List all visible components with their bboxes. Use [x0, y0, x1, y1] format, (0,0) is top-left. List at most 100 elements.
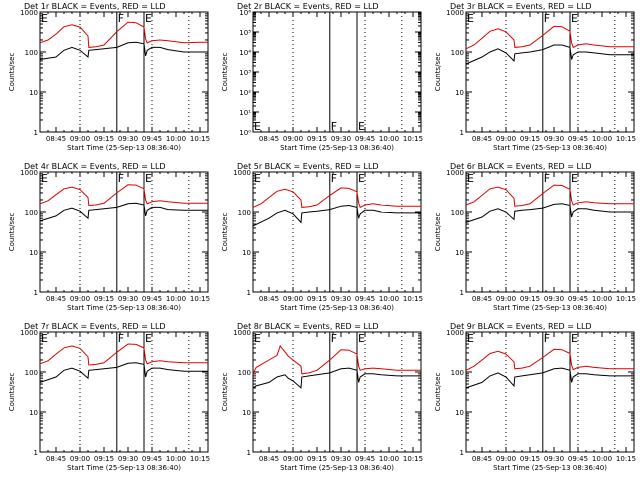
x-tick-label: 09:00: [70, 295, 90, 303]
y-tick-label: 100: [238, 369, 251, 377]
plot-frame: [465, 11, 635, 133]
x-tick-label: 09:45: [355, 455, 375, 463]
marker-label: E: [571, 172, 578, 185]
marker-label: F: [331, 172, 337, 185]
panel-title: Det 6r BLACK = Events, RED = LLD: [450, 162, 592, 171]
events-series-line: [465, 44, 634, 65]
y-axis-label: Counts/sec: [434, 213, 442, 252]
x-tick-label: 09:45: [568, 455, 588, 463]
lld-series-line: [39, 184, 208, 207]
x-tick-label: 10:15: [403, 135, 423, 143]
marker-label: E: [41, 332, 48, 345]
x-tick-label: 09:00: [496, 135, 516, 143]
y-tick-label: 10: [242, 409, 251, 417]
x-tick-label: 08:45: [472, 455, 492, 463]
x-tick-label: 09:45: [355, 295, 375, 303]
x-tick-label: 09:00: [496, 455, 516, 463]
plot-frame: [252, 331, 422, 453]
y-tick-label: 10³: [239, 69, 251, 77]
marker-label: F: [118, 172, 124, 185]
y-tick-label: 100: [25, 49, 38, 57]
x-axis-label: Start Time (25-Sep-13 08:36:40): [67, 144, 181, 152]
x-tick-label: 09:15: [94, 295, 114, 303]
x-axis-label: Start Time (25-Sep-13 08:36:40): [67, 464, 181, 472]
marker-label: E: [145, 12, 152, 25]
x-tick-label: 09:00: [70, 455, 90, 463]
y-tick-label: 100: [25, 209, 38, 217]
x-tick-label: 09:15: [520, 135, 540, 143]
y-tick-label: 1: [34, 129, 38, 137]
y-tick-label: 10: [455, 409, 464, 417]
y-tick-label: 1000: [20, 169, 38, 177]
y-axis-label: Counts/sec: [221, 53, 229, 92]
x-tick-label: 09:30: [118, 455, 138, 463]
x-tick-label: 09:00: [70, 135, 90, 143]
x-tick-label: 10:15: [616, 455, 636, 463]
x-tick-label: 09:45: [142, 135, 162, 143]
y-tick-label: 10²: [239, 89, 251, 97]
x-tick-label: 09:00: [496, 295, 516, 303]
y-axis-label: Counts/sec: [434, 373, 442, 412]
marker-label: E: [467, 172, 474, 185]
x-tick-label: 09:15: [94, 455, 114, 463]
panel-title: Det 7r BLACK = Events, RED = LLD: [24, 322, 166, 331]
events-series-line: [465, 203, 634, 223]
marker-label: E: [358, 332, 365, 345]
x-tick-label: 09:30: [544, 455, 564, 463]
y-tick-label: 10: [29, 409, 38, 417]
x-axis-label: Start Time (25-Sep-13 08:36:40): [280, 144, 394, 152]
x-tick-label: 08:45: [46, 295, 66, 303]
x-tick-label: 09:30: [118, 295, 138, 303]
x-tick-label: 08:45: [472, 135, 492, 143]
x-axis-label: Start Time (25-Sep-13 08:36:40): [493, 464, 607, 472]
marker-label: E: [145, 332, 152, 345]
marker-label: E: [145, 172, 152, 185]
marker-label: F: [544, 332, 550, 345]
panel-title: Det 4r BLACK = Events, RED = LLD: [24, 162, 166, 171]
x-tick-label: 10:00: [379, 135, 399, 143]
panel-title: Det 3r BLACK = Events, RED = LLD: [450, 2, 592, 11]
x-axis-label: Start Time (25-Sep-13 08:36:40): [280, 304, 394, 312]
lld-series-line: [465, 25, 634, 50]
lld-series-line: [252, 344, 421, 375]
marker-label: E: [254, 120, 261, 133]
x-tick-label: 09:30: [331, 455, 351, 463]
x-tick-label: 10:15: [190, 135, 210, 143]
marker-label: E: [41, 172, 48, 185]
x-tick-label: 10:00: [166, 455, 186, 463]
x-axis-label: Start Time (25-Sep-13 08:36:40): [280, 464, 394, 472]
marker-label: F: [331, 120, 337, 133]
y-tick-label: 1000: [446, 329, 464, 337]
y-tick-label: 1000: [446, 9, 464, 17]
y-tick-label: 1: [247, 289, 251, 297]
panel-title: Det 9r BLACK = Events, RED = LLD: [450, 322, 592, 331]
events-series-line: [39, 41, 208, 60]
x-axis-label: Start Time (25-Sep-13 08:36:40): [67, 304, 181, 312]
x-tick-label: 10:15: [616, 135, 636, 143]
x-tick-label: 09:30: [331, 135, 351, 143]
y-tick-label: 1: [34, 449, 38, 457]
x-tick-label: 09:00: [283, 295, 303, 303]
x-tick-label: 09:15: [520, 455, 540, 463]
x-tick-label: 09:30: [331, 295, 351, 303]
x-tick-label: 08:45: [46, 455, 66, 463]
x-tick-label: 10:00: [592, 295, 612, 303]
y-tick-label: 100: [238, 209, 251, 217]
lld-series-line: [465, 348, 634, 371]
x-axis-label: Start Time (25-Sep-13 08:36:40): [493, 144, 607, 152]
lld-series-line: [252, 187, 421, 209]
y-axis-label: Counts/sec: [434, 53, 442, 92]
y-axis-label: Counts/sec: [8, 213, 16, 252]
panel-title: Det 1r BLACK = Events, RED = LLD: [24, 2, 166, 11]
events-series-line: [39, 202, 208, 222]
x-tick-label: 10:15: [403, 295, 423, 303]
y-tick-label: 1000: [233, 329, 251, 337]
plot-frame: [39, 11, 209, 133]
